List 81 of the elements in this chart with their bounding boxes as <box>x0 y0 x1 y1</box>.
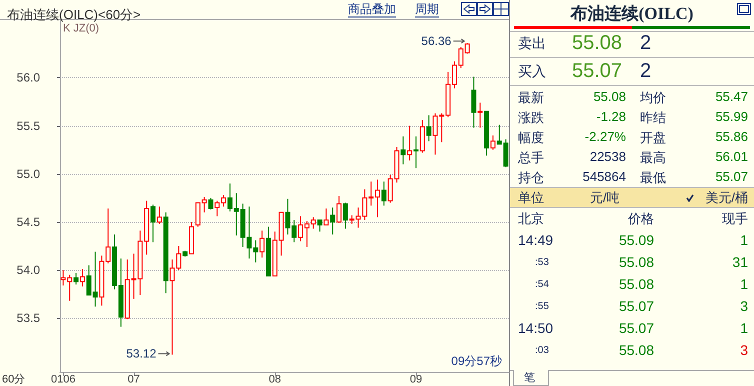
text: 最新 <box>518 89 544 107</box>
text: 开盘 <box>640 129 666 147</box>
text: 55.08 <box>618 254 654 270</box>
text: 55.08 <box>618 342 654 358</box>
text: 北京 <box>518 210 544 228</box>
text: 卖出 <box>518 35 546 53</box>
annotation: K JZ(0) <box>63 22 100 34</box>
x-tick-label: 07 <box>128 374 140 386</box>
text: 60分 <box>2 374 26 386</box>
text: 现手 <box>722 210 748 228</box>
text: 持仓 <box>518 169 544 187</box>
y-tick-label: 55.0 <box>16 166 40 181</box>
text: :53 <box>535 257 549 268</box>
text: 55.08 <box>618 276 654 292</box>
text: -1.28 <box>596 109 626 124</box>
candlestick <box>400 136 406 165</box>
candlestick <box>471 76 476 128</box>
text: :55 <box>535 301 549 312</box>
text: 55.08 <box>572 32 622 55</box>
x-tick-label: 09 <box>410 374 422 386</box>
x-tick-label: 0106 <box>50 374 76 386</box>
text: 55.08 <box>593 89 626 104</box>
text: 美元/桶 <box>705 189 748 207</box>
text: 1 <box>740 232 748 248</box>
y-tick-label: 54.5 <box>16 214 40 229</box>
candlestick <box>330 207 336 235</box>
text: 商品叠加 <box>348 2 396 16</box>
y-tick-label: 55.5 <box>16 118 40 133</box>
text: 545864 <box>582 169 626 184</box>
text: 周期 <box>415 2 439 16</box>
text: 3 <box>740 298 748 314</box>
text: 56.01 <box>715 149 748 164</box>
text: 涨跌 <box>518 109 544 127</box>
text: 55.07 <box>715 169 748 184</box>
y-tick-label: 56.0 <box>16 70 40 85</box>
y-tick-label: 54.0 <box>16 263 40 278</box>
text: 55.07 <box>618 320 654 336</box>
text: 55.07 <box>572 60 622 83</box>
text: 均价 <box>640 89 666 107</box>
text: 买入 <box>518 63 546 81</box>
candlestick <box>324 208 329 226</box>
text: 55.09 <box>618 232 654 248</box>
text: -2.27% <box>584 129 626 144</box>
text: 最低 <box>640 169 666 187</box>
text: 14:49 <box>518 232 554 248</box>
chart-title: 布油连续(OILC)<60分> <box>7 7 141 22</box>
text: 2 <box>640 32 652 55</box>
text: :03 <box>535 345 549 356</box>
text: 14:50 <box>518 320 554 336</box>
text: 布油连续(OILC) <box>569 3 694 25</box>
candlestick <box>80 268 85 287</box>
text: 1 <box>740 320 748 336</box>
text: 总手 <box>518 149 544 167</box>
text: :54 <box>535 279 549 290</box>
text: 最高 <box>640 149 666 167</box>
text: 55.86 <box>715 129 748 144</box>
candlestick <box>484 110 490 156</box>
text: 22538 <box>590 149 626 164</box>
y-tick-label: 53.5 <box>16 311 40 326</box>
text: 2 <box>640 60 652 83</box>
text: 价格 <box>628 210 654 228</box>
x-tick-label: 08 <box>268 374 282 386</box>
text: 笔 <box>524 371 535 385</box>
text: 55.99 <box>715 109 748 124</box>
text: 昨结 <box>640 109 666 127</box>
text: 1 <box>740 276 748 292</box>
text: 55.47 <box>715 89 748 104</box>
candlestick <box>478 102 483 128</box>
text: 3 <box>740 342 748 358</box>
text: 31 <box>732 254 748 270</box>
annotation: 56.36 <box>421 34 452 48</box>
candlestick <box>266 226 271 276</box>
candlestick <box>188 221 194 254</box>
text: 元/吨 <box>590 189 620 207</box>
text: 幅度 <box>518 129 544 147</box>
text: 55.07 <box>618 298 654 314</box>
candlestick <box>413 136 418 169</box>
text: 单位 <box>518 189 544 207</box>
annotation: 53.12 <box>126 346 157 361</box>
annotation: 09分57秒 <box>451 354 502 368</box>
candlestick <box>407 125 412 161</box>
